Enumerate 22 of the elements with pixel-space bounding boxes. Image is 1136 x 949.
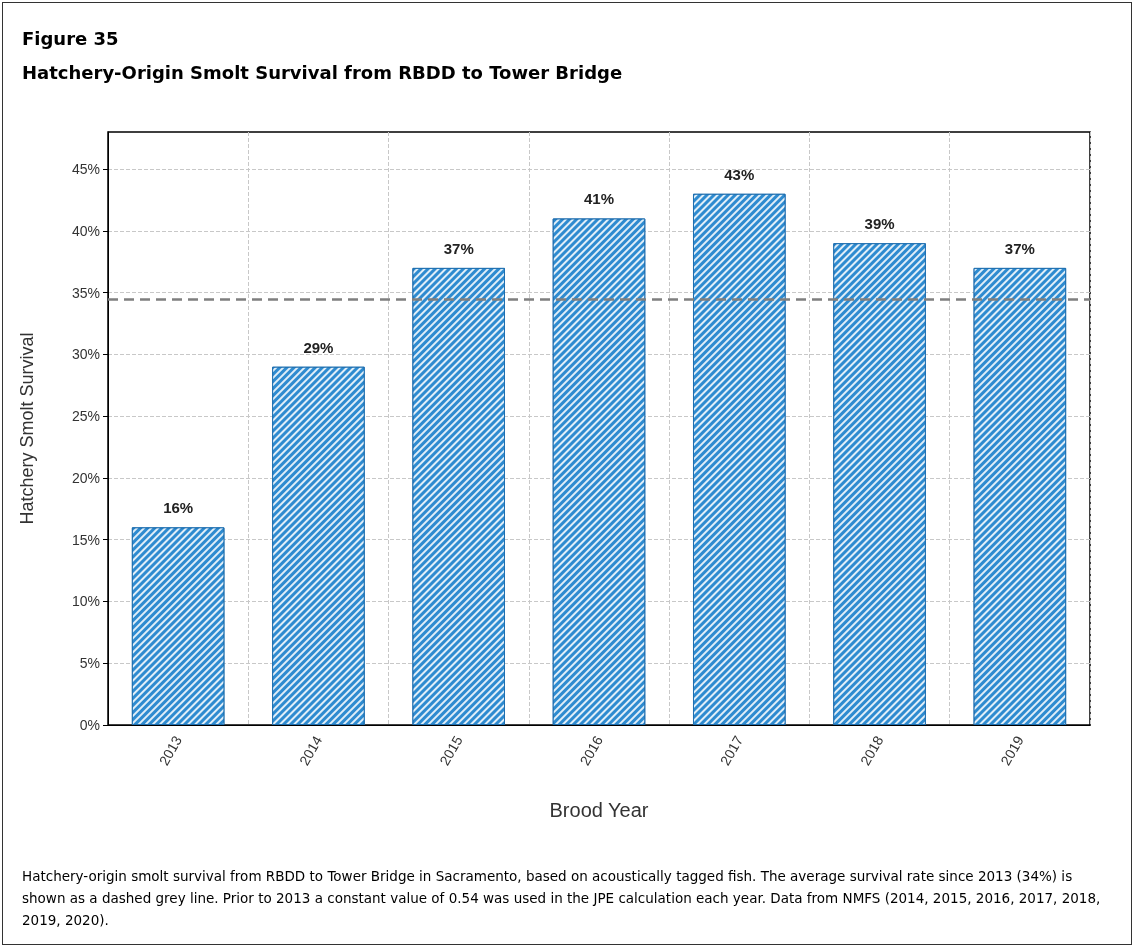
y-tick-label: 45% xyxy=(71,161,100,178)
y-tick-label: 15% xyxy=(71,531,100,548)
data-label: 43% xyxy=(724,165,755,183)
x-axis-title: Brood Year xyxy=(549,799,649,821)
data-label: 37% xyxy=(443,239,474,257)
chart-title: Figure 35 xyxy=(22,28,119,49)
data-label: 41% xyxy=(583,190,615,208)
data-label: 39% xyxy=(864,215,895,233)
data-label: 29% xyxy=(303,338,334,356)
chart-subtitle: Hatchery-Origin Smolt Survival from RBDD to Tower Bridge xyxy=(22,62,623,83)
y-tick-label: 20% xyxy=(71,469,100,486)
data-label: 37% xyxy=(1004,239,1035,257)
text: Hatchery-origin smolt survival from RBDD to Tower Bridge in Sacramento, based on acoustically tagged fish. The average survival rate since 2013 (34%) is shown as a dashed grey line. Prior to 2013 a constant value of 0.54 was used in the JPE calculation each year. Data from NMFS (2014, 2015, 2016, 2017, 2018, 2019, 2020). xyxy=(22,867,1102,930)
y-axis-title: Hatchery Smolt Survival xyxy=(17,332,37,525)
y-tick-label: 25% xyxy=(71,408,100,425)
y-tick-label: 30% xyxy=(71,346,100,363)
y-tick-label: 5% xyxy=(79,655,100,672)
data-label: 16% xyxy=(163,499,194,517)
y-tick-label: 10% xyxy=(71,593,100,610)
y-tick-label: 35% xyxy=(71,284,100,301)
y-tick-label: 40% xyxy=(71,222,100,239)
y-tick-label: 0% xyxy=(79,717,100,733)
